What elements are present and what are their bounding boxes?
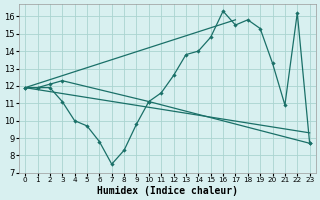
X-axis label: Humidex (Indice chaleur): Humidex (Indice chaleur) <box>97 186 238 196</box>
